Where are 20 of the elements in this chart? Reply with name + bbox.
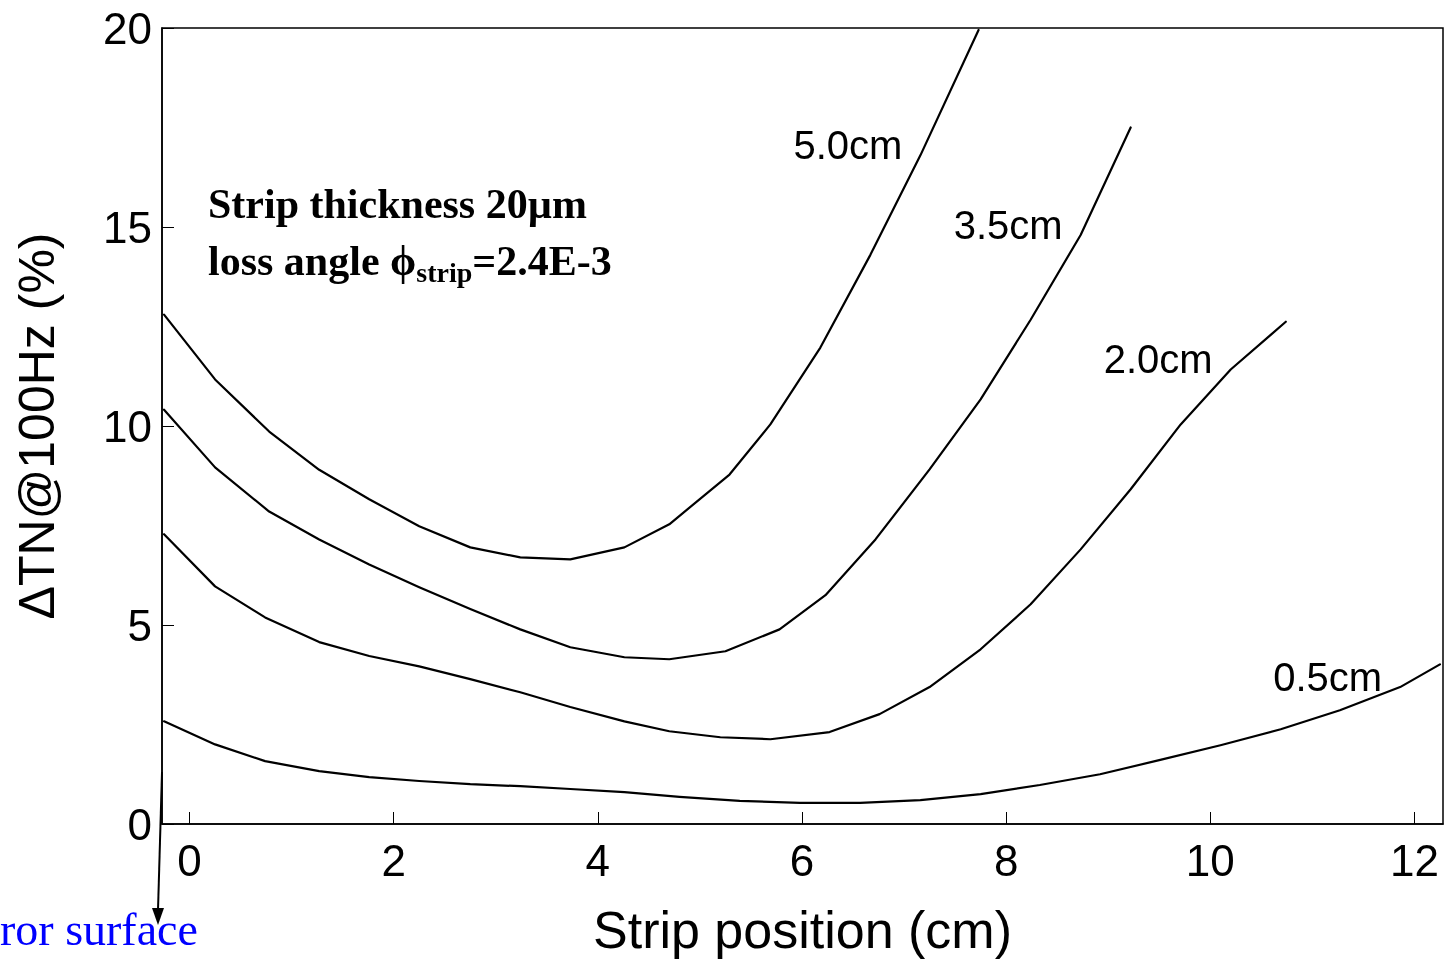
x-axis-title: Strip position (cm): [593, 901, 1012, 959]
annotation: Strip thickness 20µm: [208, 181, 587, 227]
y-tick-label: 20: [103, 3, 152, 53]
y-tick-label: 0: [127, 799, 152, 849]
series-label: 0.5cm: [1273, 655, 1383, 700]
x-tick-label: 8: [993, 835, 1019, 885]
text: ror surface: [0, 903, 198, 955]
x-tick-label: 4: [585, 835, 611, 885]
x-tick-label: 6: [789, 835, 815, 885]
y-tick-label: 10: [103, 401, 152, 451]
series-label: 3.5cm: [953, 202, 1063, 247]
x-tick-label: 10: [1185, 835, 1235, 885]
y-tick-label: 5: [127, 600, 152, 650]
x-tick-label: 0: [177, 835, 202, 885]
y-tick-label: 15: [103, 202, 152, 252]
x-tick-label: 12: [1389, 835, 1439, 885]
x-tick-label: 2: [381, 835, 406, 885]
series-label: 2.0cm: [1103, 337, 1213, 382]
y-axis-title: ΔTN@100Hz (%): [9, 232, 65, 620]
series-label: 5.0cm: [793, 123, 903, 168]
